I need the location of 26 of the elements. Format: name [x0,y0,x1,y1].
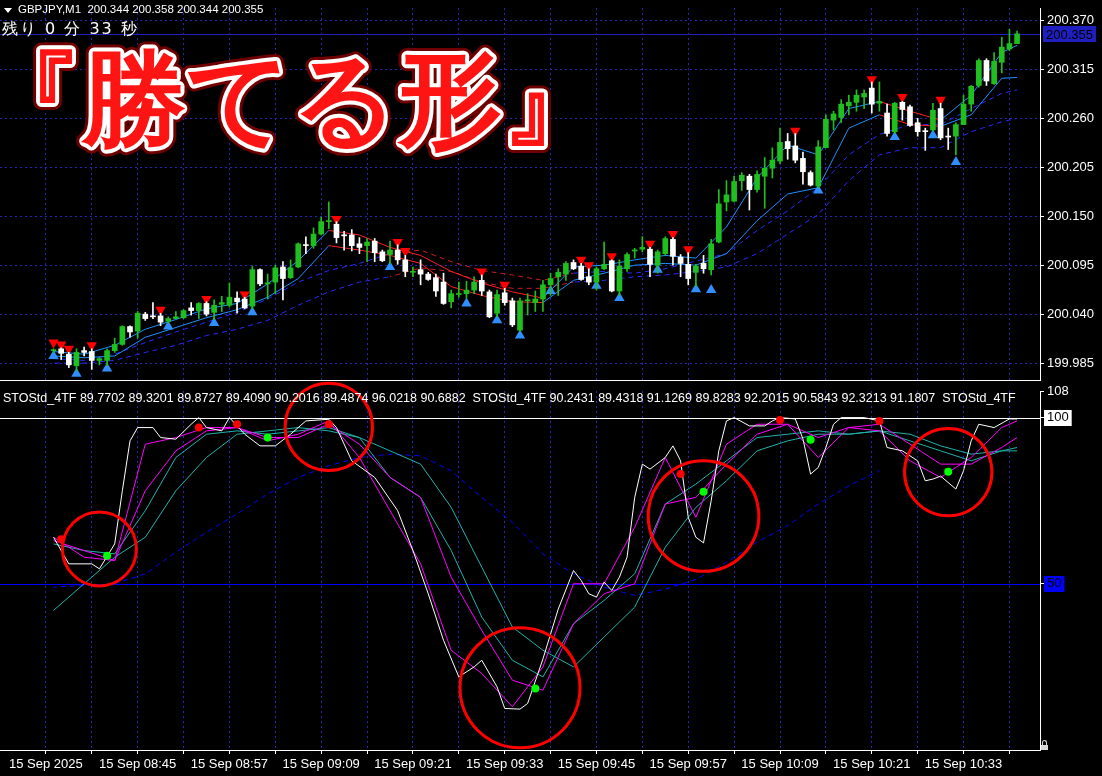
y-tick-label: 200.150 [1047,207,1094,223]
x-tick-label: 15 Sep 09:09 [282,756,360,772]
x-tick-label: 15 Sep 10:09 [741,756,819,772]
x-tick-label: 15 Sep 2025 [9,756,83,772]
annotation: GBPJPY,M1 200.344 200.358 200.344 200.355 [18,3,264,16]
y-tick-label: 200.315 [1047,60,1094,76]
y-tick-label: 200.040 [1047,305,1094,321]
x-tick-label: 15 Sep 09:33 [466,756,544,772]
y-tick-label: 200.260 [1047,109,1094,125]
y-tick-label: 200.370 [1047,12,1094,28]
y-tick-label: 108 [1047,382,1069,398]
y-tick-label: 200.205 [1047,158,1094,174]
x-tick-label: 15 Sep 09:57 [649,756,727,772]
annotation: 残り 0 分 33 秒 [2,19,139,39]
y-tick-label: 199.985 [1047,354,1094,370]
x-tick-label: 15 Sep 08:57 [190,756,269,772]
x-tick-label: 15 Sep 09:21 [374,756,452,772]
y-tick-label: 200.095 [1047,256,1094,272]
x-tick-label: 15 Sep 10:33 [924,756,1003,772]
x-tick-label: 15 Sep 10:21 [833,756,911,772]
x-tick-label: 15 Sep 09:45 [557,756,636,772]
ref-line-label: 200.355 [1046,26,1093,42]
y-tick-label: 100 [1047,409,1069,425]
x-tick-label: 15 Sep 08:45 [98,756,177,772]
y-tick-label: 50 [1047,575,1062,591]
chart-title: 『勝てる形』 [0,38,606,161]
